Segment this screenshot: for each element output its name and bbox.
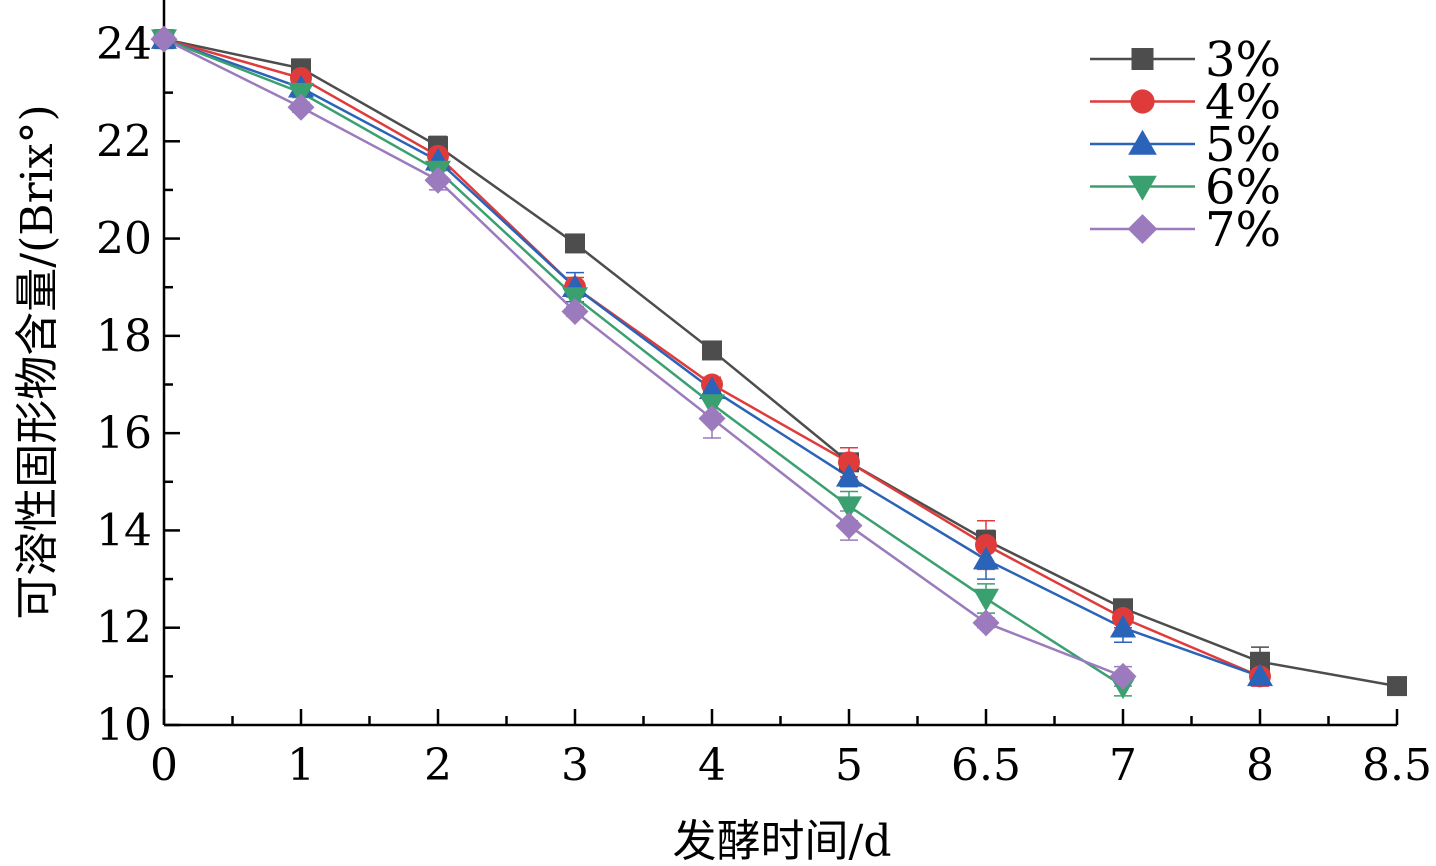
legend-item: 5% (1090, 117, 1281, 173)
series-markers (150, 25, 1407, 700)
data-point (1110, 614, 1136, 638)
data-point (836, 463, 862, 487)
legend-item: 4% (1090, 75, 1281, 131)
legend-marker (1128, 129, 1157, 155)
x-tick-label: 1 (287, 740, 315, 791)
legend: 3%4%5%6%7% (1090, 32, 1281, 258)
data-point (150, 25, 178, 53)
x-axis-title: 发酵时间/d (673, 816, 892, 866)
legend-item: 3% (1090, 32, 1281, 88)
y-tick-label: 18 (96, 311, 152, 362)
y-tick-label: 24 (96, 19, 152, 70)
legend-marker (1130, 89, 1155, 114)
legend-label: 3% (1205, 32, 1281, 88)
x-tick-label: 8.5 (1362, 740, 1432, 791)
data-point (975, 534, 997, 557)
data-point (699, 376, 725, 400)
x-tick-label: 0 (150, 740, 178, 791)
data-point (287, 93, 315, 121)
data-point (836, 496, 862, 520)
data-point (698, 405, 726, 433)
legend-item: 6% (1090, 160, 1281, 216)
x-tick-label: 6.5 (951, 740, 1021, 791)
y-tick-label: 20 (96, 214, 152, 265)
legend-label: 7% (1205, 202, 1281, 258)
legend-item: 7% (1090, 202, 1281, 258)
data-point (972, 609, 1000, 637)
y-tick-label: 10 (96, 700, 152, 751)
x-tick-label: 4 (698, 740, 726, 791)
y-tick-label: 12 (96, 603, 152, 654)
x-tick-label: 3 (561, 740, 589, 791)
data-point (973, 546, 999, 570)
series-line-0 (163, 37, 1398, 688)
x-tick-label: 2 (424, 740, 452, 791)
data-point (702, 340, 722, 361)
y-tick-label: 22 (96, 116, 152, 167)
series-line-3 (163, 37, 1124, 688)
y-tick-label: 16 (96, 408, 152, 459)
data-point (835, 512, 863, 540)
y-axis-title: 可溶性固形物含量/(Brix°) (12, 104, 63, 619)
x-tick-label: 7 (1109, 740, 1137, 791)
y-tick-label: 14 (96, 505, 152, 556)
x-tick-label: 8 (1246, 740, 1274, 791)
data-point (565, 233, 585, 254)
data-point (1247, 663, 1273, 687)
legend-marker (1131, 48, 1154, 70)
data-point (1387, 676, 1407, 697)
x-tick-label: 5 (835, 740, 863, 791)
legend-label: 5% (1205, 117, 1281, 173)
legend-marker (1128, 175, 1157, 201)
data-point (424, 166, 452, 194)
legend-label: 4% (1205, 75, 1281, 131)
legend-label: 6% (1205, 160, 1281, 216)
data-point (973, 588, 999, 612)
data-point (838, 451, 860, 474)
data-point (561, 298, 589, 326)
series-line-4 (163, 38, 1124, 678)
legend-marker (1127, 214, 1158, 244)
data-point (1109, 662, 1137, 690)
